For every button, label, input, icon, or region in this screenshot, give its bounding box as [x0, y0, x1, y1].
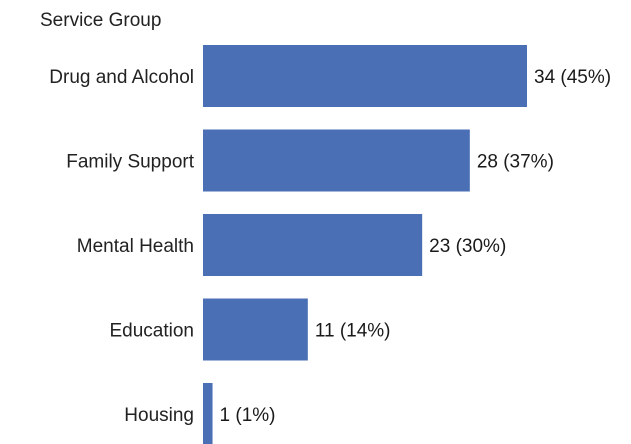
bar-housing — [203, 383, 213, 444]
bar-education — [203, 298, 308, 361]
data-label: 34 (45%) — [534, 67, 611, 88]
data-label: 11 (14%) — [315, 321, 391, 342]
category-header: Service Group — [40, 10, 161, 31]
bar-drug-and-alcohol — [203, 45, 527, 107]
data-label: 28 (37%) — [477, 152, 554, 173]
category-label: Mental Health — [77, 236, 194, 257]
data-label: 1 (1%) — [220, 405, 276, 426]
category-label: Education — [109, 321, 194, 342]
bars-group: Drug and Alcohol 34 (45%) Family Support 28… — [49, 45, 611, 444]
bar-family-support — [203, 129, 470, 192]
category-label: Drug and Alcohol — [49, 67, 194, 88]
category-label: Housing — [124, 405, 194, 426]
category-label: Family Support — [66, 152, 194, 173]
data-label: 23 (30%) — [429, 236, 506, 257]
bar-mental-health — [203, 214, 423, 276]
